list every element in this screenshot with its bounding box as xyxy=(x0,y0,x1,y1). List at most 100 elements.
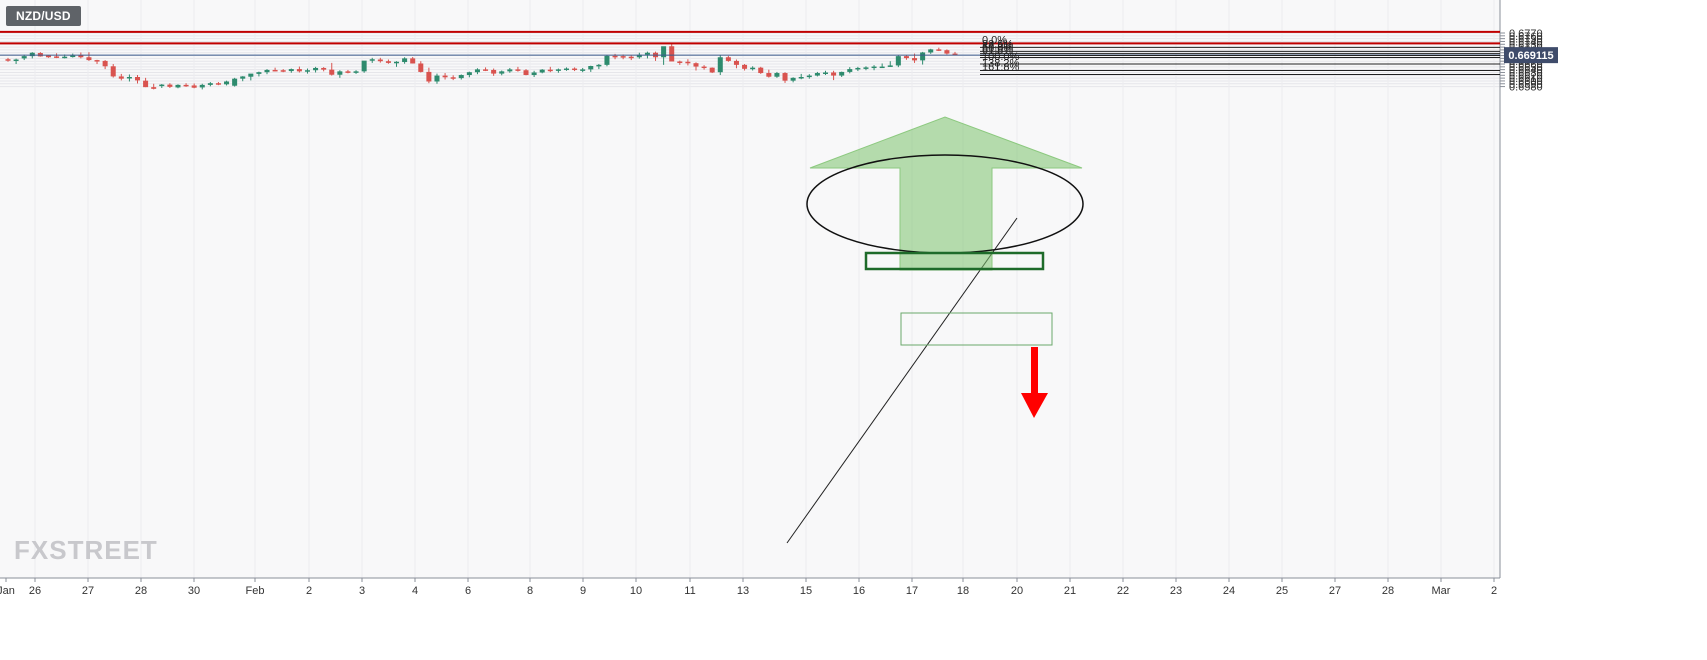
x-tick-label: 4 xyxy=(412,585,418,597)
y-tick-label: 0.6630 xyxy=(1509,67,1543,79)
candle-body xyxy=(628,56,634,59)
candle-body xyxy=(102,60,108,67)
x-tick-label: 24 xyxy=(1223,585,1235,597)
candle-body xyxy=(434,75,440,82)
candle-body xyxy=(491,69,497,74)
candle-body xyxy=(636,54,642,58)
candle-body xyxy=(207,83,213,85)
candle-body xyxy=(523,70,529,76)
candle-body xyxy=(952,53,958,56)
fib-label: 100.0% xyxy=(982,51,1020,63)
candle-body xyxy=(766,73,772,77)
candle-body xyxy=(45,55,51,58)
x-tick-label: 9 xyxy=(580,585,586,597)
candle-body xyxy=(539,69,545,73)
candle-body xyxy=(175,84,181,88)
candle-body xyxy=(70,55,76,58)
candle-body xyxy=(280,70,286,72)
x-tick-label: 11 xyxy=(684,585,695,597)
y-tick-label: 0.6590 xyxy=(1509,79,1543,91)
candle-body xyxy=(596,64,602,67)
candle-body xyxy=(936,49,942,51)
candle-body xyxy=(855,67,861,70)
y-tick-label: 0.6620 xyxy=(1509,70,1543,82)
candle-body xyxy=(402,58,408,63)
candle-body xyxy=(62,56,68,59)
candle-body xyxy=(361,60,367,72)
support-zone-box xyxy=(864,251,1045,271)
candle-body xyxy=(531,72,537,76)
candle-body xyxy=(669,46,675,62)
candle-body xyxy=(612,55,618,58)
current-price-badge xyxy=(1504,47,1558,64)
x-tick-label: 28 xyxy=(1382,585,1394,597)
plot-background xyxy=(0,0,1500,578)
candle-body xyxy=(369,59,375,61)
candle-body xyxy=(54,56,60,58)
candle-body xyxy=(790,77,796,81)
candle-body xyxy=(742,64,748,69)
x-tick-label: 27 xyxy=(1329,585,1341,597)
symbol-badge: NZD/USD xyxy=(6,6,81,26)
candle-body xyxy=(232,78,238,86)
fib-label: 138.2% xyxy=(982,58,1020,70)
candle-body xyxy=(321,67,327,70)
candle-body xyxy=(248,73,254,77)
candle-body xyxy=(661,46,667,58)
candle-body xyxy=(887,65,893,67)
candle-body xyxy=(272,69,278,72)
candle-body xyxy=(677,61,683,63)
bearish-arrow-head xyxy=(1021,393,1048,418)
x-tick-label: 10 xyxy=(630,585,642,597)
x-tick-label: 18 xyxy=(957,585,969,597)
candle-body xyxy=(725,57,731,61)
candle-body xyxy=(466,72,472,76)
candle-body xyxy=(199,84,205,88)
x-tick-label: 16 xyxy=(853,585,865,597)
candle-body xyxy=(620,56,626,58)
candle-body xyxy=(944,50,950,54)
x-tick-label: 6 xyxy=(465,585,471,597)
candle-body xyxy=(847,69,853,72)
x-tick-label: 2 xyxy=(1491,585,1497,597)
candle-body xyxy=(831,72,837,76)
candle-body xyxy=(167,84,173,87)
candle-body xyxy=(717,57,723,73)
candle-body xyxy=(895,56,901,66)
candle-body xyxy=(499,71,505,74)
candle-body xyxy=(377,59,383,62)
candle-body xyxy=(394,61,400,64)
y-tick-label: 0.6610 xyxy=(1509,73,1543,85)
candle-body xyxy=(507,69,513,72)
y-tick-label: 0.6740 xyxy=(1509,36,1543,48)
x-tick-label: 21 xyxy=(1064,585,1076,597)
candle-body xyxy=(750,67,756,70)
candle-body xyxy=(644,52,650,55)
candle-body xyxy=(426,71,432,82)
fib-label: 38.2% xyxy=(982,41,1013,53)
candle-body xyxy=(822,72,829,74)
candle-body xyxy=(224,81,230,85)
candle-body xyxy=(159,84,165,87)
y-tick-label: 0.6760 xyxy=(1509,31,1543,43)
y-tick-label: 0.6600 xyxy=(1509,76,1543,88)
candle-body xyxy=(928,49,934,53)
x-tick-label: 30 xyxy=(188,585,200,597)
candle-body xyxy=(110,66,116,77)
x-tick-label: 8 xyxy=(527,585,533,597)
x-tick-label: 17 xyxy=(906,585,918,597)
candle-body xyxy=(288,69,294,72)
candle-body xyxy=(256,72,262,74)
fib-label: 161.8% xyxy=(982,61,1020,73)
x-tick-label: 26 xyxy=(29,585,41,597)
candle-body xyxy=(329,69,335,75)
candle-body xyxy=(903,56,909,59)
candle-body xyxy=(709,67,715,73)
candle-body xyxy=(151,87,157,89)
candle-body xyxy=(474,69,480,73)
candle-body xyxy=(296,69,302,72)
y-tick-label: 0.6640 xyxy=(1509,65,1543,77)
candle-body xyxy=(264,69,270,73)
